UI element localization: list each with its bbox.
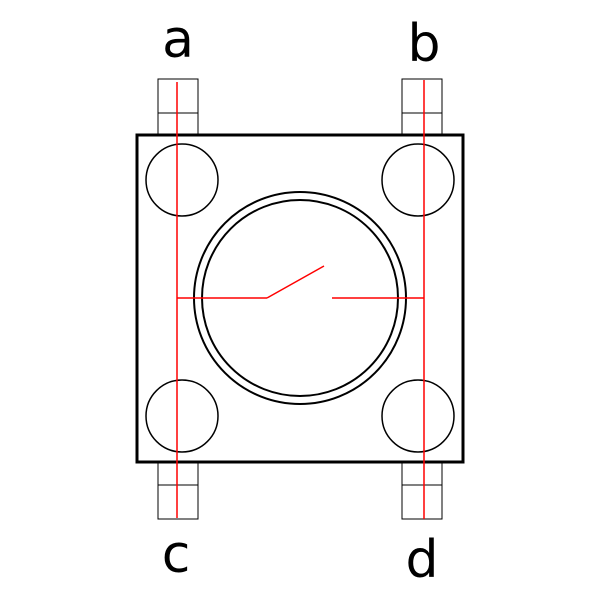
pin-d: [401, 461, 443, 520]
corner-circle-bottom-right: [381, 379, 455, 453]
switch-contact-open: [266, 265, 325, 299]
pin-label-a: a: [162, 10, 194, 70]
switch-body: [135, 133, 465, 464]
pin-a: [157, 78, 199, 136]
corner-circle-top-right: [381, 143, 455, 217]
corner-circle-top-left: [145, 143, 219, 217]
pin-b: [401, 78, 443, 136]
corner-circle-bottom-left: [145, 379, 219, 453]
pin-c: [157, 461, 199, 520]
pin-label-d: d: [405, 530, 438, 590]
switch-schematic: [176, 80, 425, 519]
pin-label-c: c: [162, 525, 191, 585]
pin-label-b: b: [407, 14, 440, 74]
